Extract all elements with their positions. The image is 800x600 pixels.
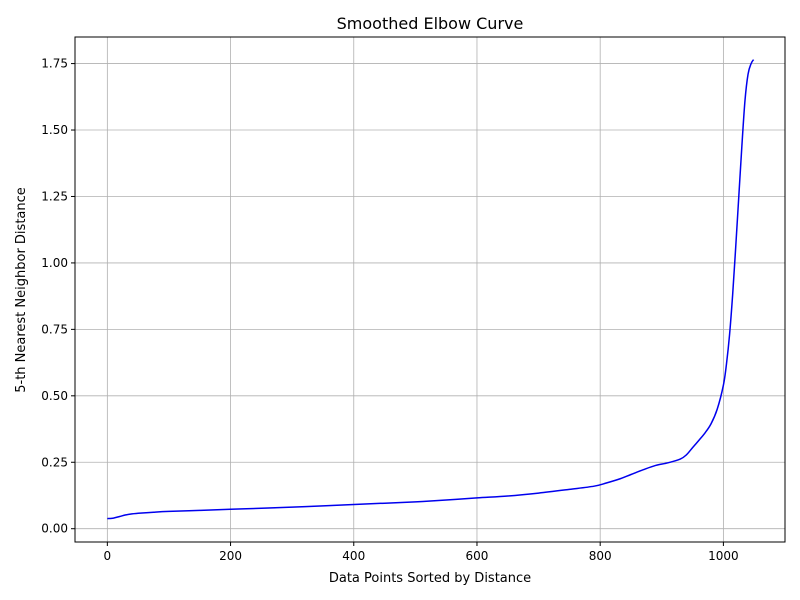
x-tick-label: 400 [342,549,365,563]
y-axis-label: 5-th Nearest Neighbor Distance [14,187,29,393]
y-tick-label: 0.50 [41,389,68,403]
y-tick-label: 0.25 [41,455,68,469]
y-tick-label: 0.75 [41,322,68,336]
y-tick-label: 1.75 [41,57,68,71]
x-tick-label: 1000 [708,549,739,563]
elbow-curve-line [107,59,755,520]
grid-lines [75,37,785,542]
plot-frame [74,36,786,543]
chart-title: Smoothed Elbow Curve [337,14,524,33]
x-tick-label: 800 [589,549,612,563]
y-tick-label: 1.25 [41,189,68,203]
x-tick-label: 200 [219,549,242,563]
y-tick-label: 1.00 [41,256,68,270]
x-axis-label: Data Points Sorted by Distance [329,571,531,586]
x-tick-label: 600 [466,549,489,563]
y-tick-label: 1.50 [41,123,68,137]
axis-ticks: 0 200 400 600 800 1000 0.00 0.25 0.50 0.75 1.00 1.2… [41,57,738,563]
x-tick-label: 0 [104,549,112,563]
y-tick-label: 0.00 [41,522,68,536]
